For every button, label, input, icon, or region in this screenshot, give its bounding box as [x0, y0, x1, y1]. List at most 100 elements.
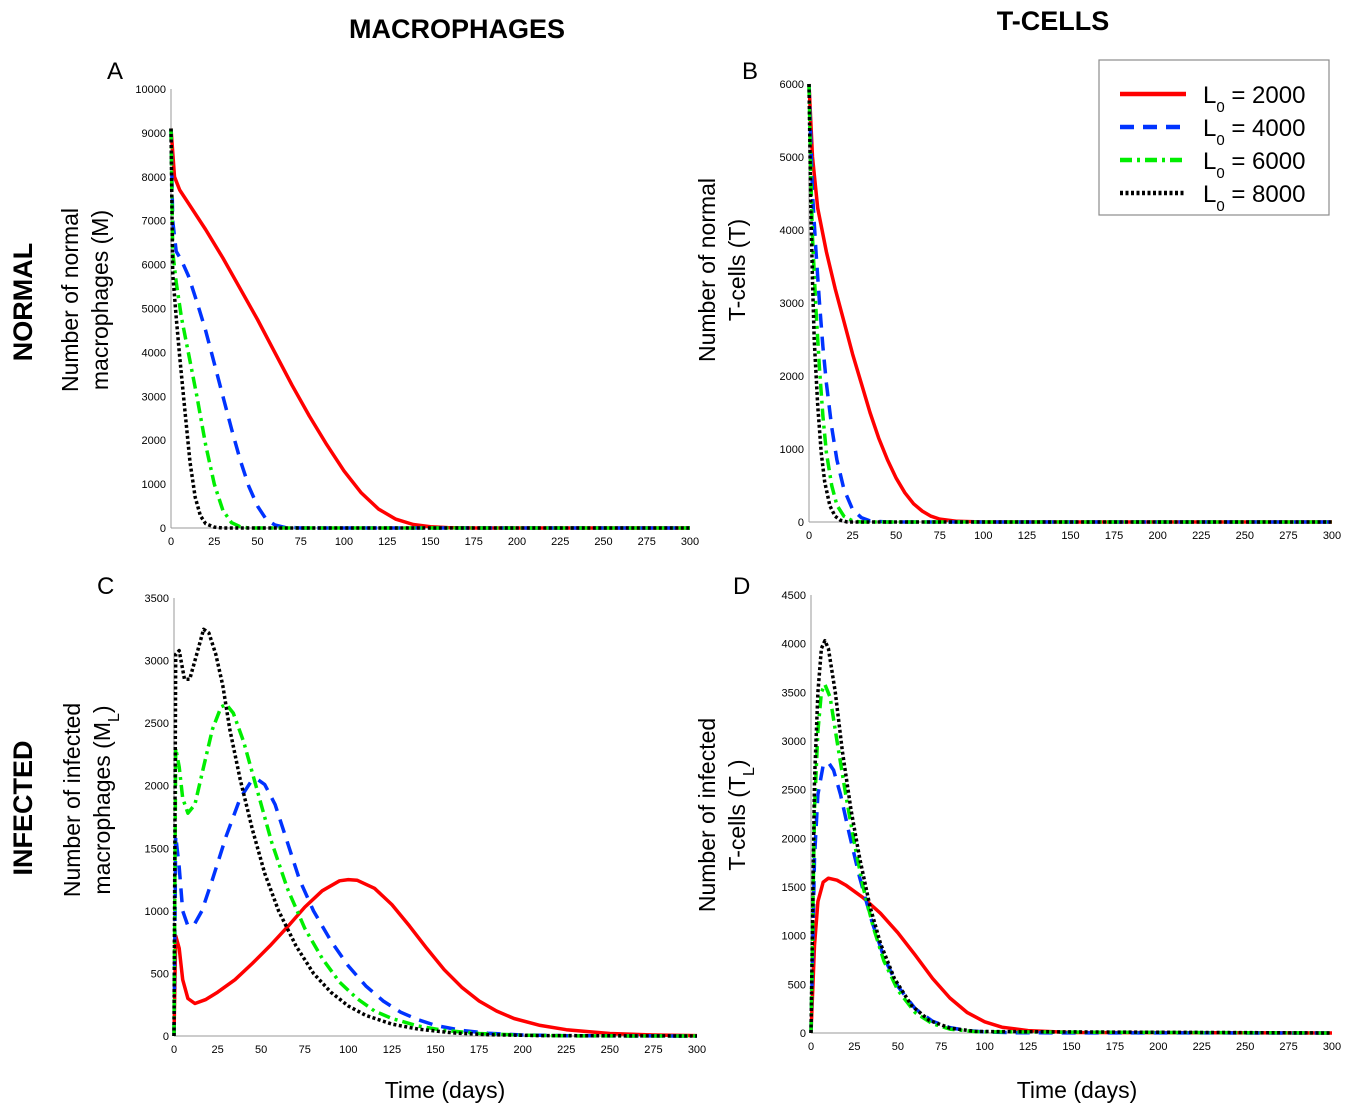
panel-d-ticks: 0 25 50 75 100 125 150 175 200 225 250 275 300050010… — [782, 590, 1342, 1053]
panel-c-infected-macrophages: C Number of infected macrophages (ML) Ti… — [59, 573, 706, 1103]
panel-d-y-tick: 3000 — [782, 736, 806, 748]
panel-b-series-l2000 — [807, 83, 1332, 524]
panel-b-x-tick: 0 — [806, 530, 812, 542]
legend-label-sub: 0 — [1216, 198, 1224, 215]
panel-a-y-tick: 6000 — [142, 260, 166, 272]
panel-a-y-tick: 0 — [160, 523, 166, 535]
legend-label-suffix: = 8000 — [1225, 181, 1306, 208]
panel-a-y-tick: 10000 — [135, 84, 166, 96]
panel-c-ylabel-line1: Number of infected — [59, 703, 85, 897]
panel-b-y-tick: 2000 — [780, 371, 804, 383]
legend-label-prefix: L — [1203, 82, 1216, 109]
panel-b-x-tick: 75 — [934, 530, 946, 542]
panel-letter-d: D — [733, 573, 750, 600]
legend-label-prefix: L — [1203, 115, 1216, 142]
panel-letter-b: B — [742, 58, 758, 85]
panel-c-xlabel: Time (days) — [385, 1077, 506, 1103]
legend-label-l6000: L0 = 6000 — [1203, 148, 1305, 182]
panel-d-x-tick: 0 — [808, 1041, 814, 1053]
panel-b-ylabel-line2: T-cells (T) — [724, 219, 750, 321]
panel-d-ylabel-line1: Number of infected — [694, 718, 720, 912]
panel-b-ylabel-line1: Number of normal — [694, 178, 720, 362]
legend-label-sub: 0 — [1216, 132, 1224, 149]
panel-d-x-tick: 225 — [1193, 1041, 1211, 1053]
panel-d-series-l8000 — [809, 638, 1333, 1035]
panel-c-x-tick: 50 — [255, 1044, 267, 1056]
panel-c-series-l2000 — [172, 877, 698, 1038]
panel-a-series-l2000 — [169, 128, 690, 530]
panel-b-x-tick: 50 — [890, 530, 902, 542]
panel-a-x-tick: 0 — [168, 536, 174, 548]
panel-d-ylabel-main: T-cells (T — [724, 776, 750, 871]
panel-d-x-tick: 25 — [848, 1041, 860, 1053]
panel-a-y-tick: 2000 — [142, 435, 166, 447]
panel-d-xlabel: Time (days) — [1017, 1077, 1138, 1103]
panel-a-ylabel-line2: macrophages (M) — [87, 210, 113, 390]
panel-a-x-tick: 150 — [421, 536, 439, 548]
panel-c-x-tick: 300 — [688, 1044, 706, 1056]
panel-c-ylabel-sub: L — [106, 713, 123, 722]
panel-d-x-tick: 125 — [1019, 1041, 1037, 1053]
panel-a-x-tick: 175 — [465, 536, 483, 548]
panel-a-series — [169, 128, 690, 530]
panel-c-ylabel-tail: ) — [89, 705, 115, 713]
panel-d-y-tick: 4500 — [782, 590, 806, 602]
legend-label-l2000: L0 = 2000 — [1203, 82, 1305, 116]
panel-b-y-tick: 6000 — [780, 79, 804, 91]
legend-label-suffix: = 4000 — [1225, 115, 1306, 142]
panel-b-x-tick: 175 — [1105, 530, 1123, 542]
panel-a-x-tick: 75 — [295, 536, 307, 548]
panel-a-x-tick: 25 — [208, 536, 220, 548]
panel-a-x-tick: 300 — [681, 536, 699, 548]
panel-c-y-tick: 2000 — [145, 781, 169, 793]
panel-a-y-tick: 3000 — [142, 391, 166, 403]
panel-d-x-tick: 200 — [1149, 1041, 1167, 1053]
panel-a-series-l8000 — [169, 128, 690, 530]
panel-c-x-tick: 25 — [211, 1044, 223, 1056]
panel-c-x-tick: 100 — [339, 1044, 357, 1056]
panel-d-y-tick: 2500 — [782, 785, 806, 797]
panel-b-x-tick: 300 — [1323, 530, 1341, 542]
panel-b-normal-tcells: B Number of normal T-cells (T) 0 25 50 75 10… — [694, 58, 1341, 542]
panel-d-series-l4000 — [809, 760, 1333, 1035]
panel-a-y-tick: 8000 — [142, 172, 166, 184]
panel-c-x-tick: 150 — [426, 1044, 444, 1056]
panel-d-y-tick: 4000 — [782, 639, 806, 651]
panel-b-y-tick: 1000 — [780, 444, 804, 456]
panel-b-x-tick: 100 — [974, 530, 992, 542]
panel-c-x-tick: 200 — [513, 1044, 531, 1056]
panel-letter-c: C — [97, 573, 114, 600]
row-title-infected: INFECTED — [8, 741, 38, 876]
panel-d-y-tick: 500 — [788, 979, 806, 991]
panel-b-x-tick: 275 — [1279, 530, 1297, 542]
panel-d-y-tick: 1000 — [782, 931, 806, 943]
panel-b-series-l8000 — [807, 83, 1332, 524]
panel-c-series — [172, 627, 698, 1038]
panel-c-y-tick: 500 — [151, 968, 169, 980]
panel-a-x-tick: 225 — [551, 536, 569, 548]
legend-label-prefix: L — [1203, 181, 1216, 208]
panel-b-x-tick: 25 — [846, 530, 858, 542]
panel-c-series-l8000 — [172, 627, 698, 1038]
column-title-tcells: T-CELLS — [997, 6, 1110, 36]
panel-d-ylabel-tail: ) — [724, 759, 750, 767]
panel-c-series-l6000 — [172, 702, 698, 1038]
panel-a-y-tick: 4000 — [142, 347, 166, 359]
panel-c-y-tick: 3500 — [145, 593, 169, 605]
panel-a-x-tick: 125 — [378, 536, 396, 548]
legend-label-prefix: L — [1203, 148, 1216, 175]
panel-b-y-tick: 0 — [798, 517, 804, 529]
row-title-normal: NORMAL — [8, 243, 38, 361]
panel-a-normal-macrophages: A Number of normal macrophages (M) 0 25 50… — [57, 58, 699, 548]
panel-a-series-l4000 — [169, 128, 690, 530]
panel-c-x-tick: 225 — [557, 1044, 575, 1056]
panel-b-x-tick: 200 — [1148, 530, 1166, 542]
panel-d-x-tick: 150 — [1062, 1041, 1080, 1053]
panel-a-x-tick: 100 — [335, 536, 353, 548]
legend-label-sub: 0 — [1216, 165, 1224, 182]
panel-d-ylabel-sub: L — [741, 767, 758, 776]
legend-label-sub: 0 — [1216, 99, 1224, 116]
panel-a-ticks: 0 25 50 75 100 125 150 175 200 225 250 275 300010002… — [135, 84, 699, 548]
